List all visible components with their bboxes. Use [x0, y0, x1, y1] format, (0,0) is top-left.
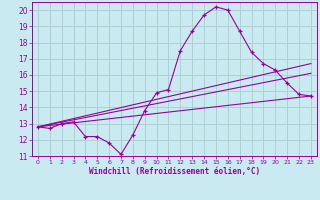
X-axis label: Windchill (Refroidissement éolien,°C): Windchill (Refroidissement éolien,°C): [89, 167, 260, 176]
